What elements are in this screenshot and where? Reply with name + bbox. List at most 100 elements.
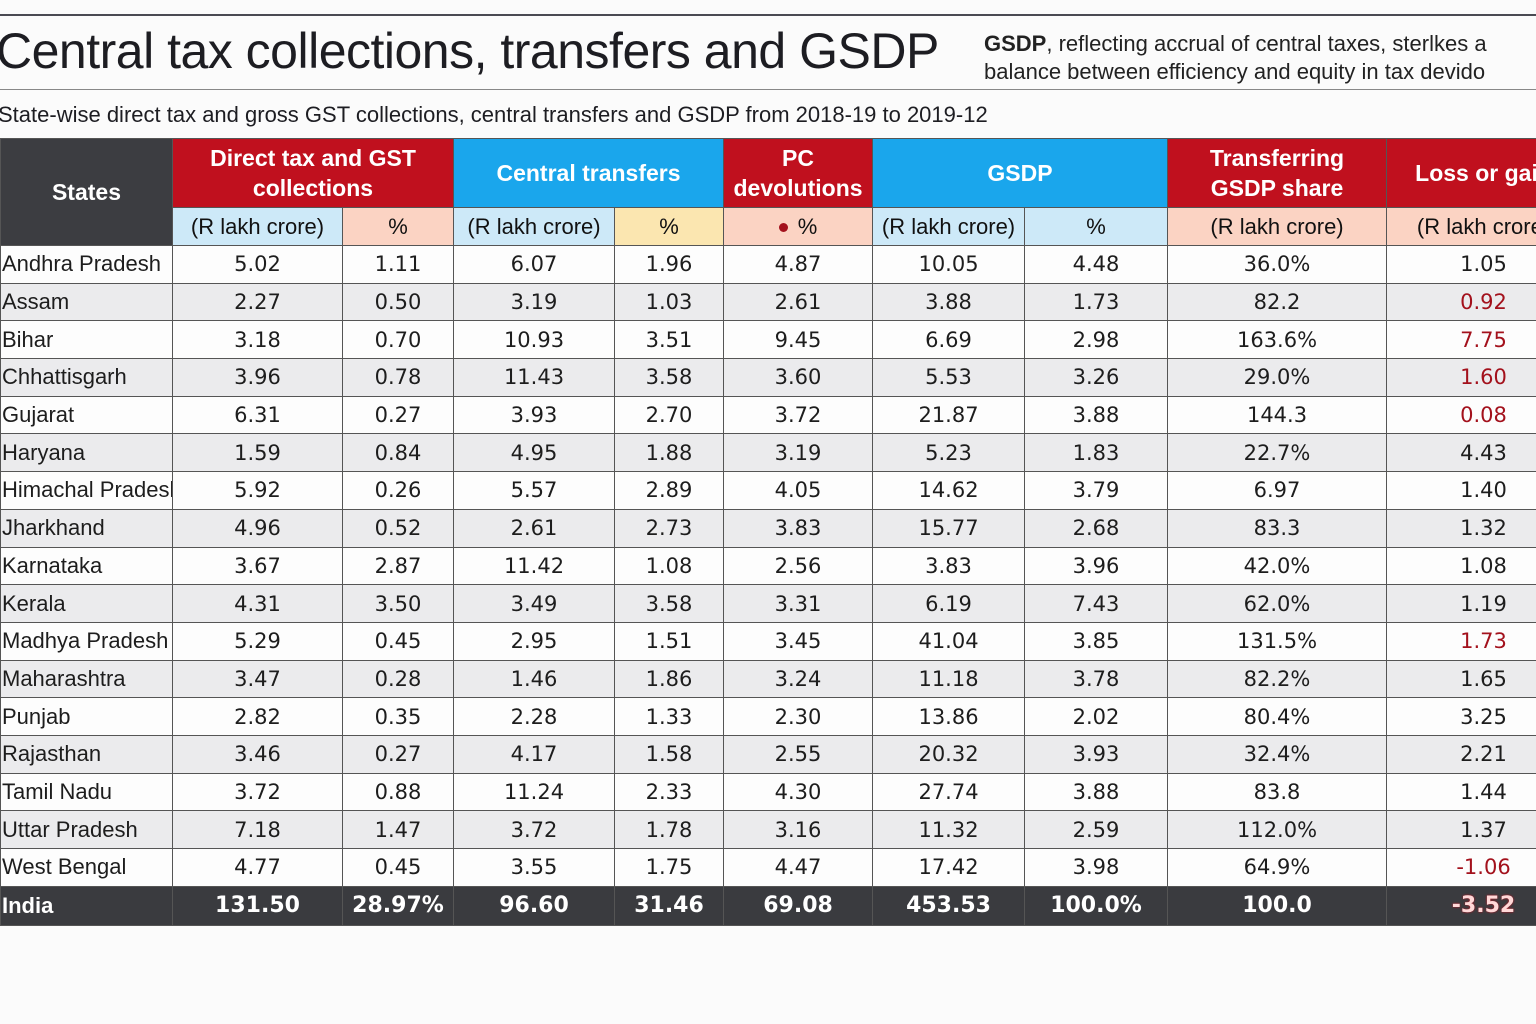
value-cell: 3.25 — [1386, 697, 1536, 736]
table-row: Haryana 1.59 0.84 4.95 1.88 3.19 5.23 1.83 22.7%… — [0, 433, 1536, 473]
table-row: Punjab 2.82 0.35 2.28 1.33 2.30 13.86 2.02 80.4%… — [0, 697, 1536, 736]
header-transferring-l2: GSDP share — [1210, 175, 1344, 201]
value-cell: 1.86 — [613, 659, 725, 699]
value-cell: 11.18 — [872, 659, 1026, 699]
value-cell: 3.60 — [723, 358, 874, 397]
value-cell: 1.44 — [1386, 772, 1536, 812]
header-gsdp: GSDP — [872, 138, 1169, 208]
table-row: Kerala 4.31 3.50 3.49 3.58 3.31 6.19 7.43 62.0% 1… — [0, 584, 1536, 623]
value-cell: 42.0% — [1167, 546, 1388, 586]
state-cell: Uttar Pradesh — [0, 810, 173, 849]
value-cell: 2.21 — [1386, 734, 1536, 774]
value-cell: 0.88 — [342, 772, 454, 812]
subheader: (R lakh crore) — [1167, 207, 1388, 246]
value-cell: 4.77 — [172, 848, 343, 887]
subheader: (R lakh crore) — [1386, 207, 1536, 246]
table-row: Bihar 3.18 0.70 10.93 3.51 9.45 6.69 2.98 163.6%… — [0, 320, 1536, 360]
header-transferring: Transferring GSDP share — [1167, 138, 1388, 208]
table-row: Assam 2.27 0.50 3.19 1.03 2.61 3.88 1.73 82.2 0.9… — [0, 282, 1536, 322]
header-direct-tax: Direct tax and GST collections — [172, 138, 454, 208]
value-cell: 0.27 — [342, 734, 454, 774]
value-cell: 3.67 — [172, 546, 343, 586]
table-row: Andhra Pradesh 5.02 1.11 6.07 1.96 4.87 10.05 4… — [0, 245, 1536, 284]
value-cell: 32.4% — [1167, 734, 1388, 774]
table-row: Rajasthan 3.46 0.27 4.17 1.58 2.55 20.32 3.93 32… — [0, 734, 1536, 774]
table-row: Tamil Nadu 3.72 0.88 11.24 2.33 4.30 27.74 3.88… — [0, 772, 1536, 812]
value-cell: 83.3 — [1167, 508, 1388, 548]
value-cell: 2.70 — [613, 395, 725, 435]
header-states: States — [0, 138, 173, 246]
value-cell: 6.31 — [172, 395, 343, 435]
top-rule — [0, 14, 1536, 16]
value-cell: 3.26 — [1024, 358, 1169, 397]
value-cell: 21.87 — [872, 395, 1026, 435]
value-cell: 2.30 — [723, 697, 874, 736]
value-cell: 0.70 — [342, 320, 454, 360]
value-cell: 3.72 — [453, 810, 615, 849]
value-cell: 3.58 — [613, 584, 725, 623]
value-cell: 3.88 — [1024, 395, 1169, 435]
value-cell: 3.46 — [172, 734, 343, 774]
value-cell: 4.87 — [723, 245, 874, 284]
value-cell: 2.89 — [613, 471, 725, 510]
subheader-text: % — [797, 213, 818, 239]
subheader: % — [1024, 207, 1169, 246]
value-cell: 1.05 — [1386, 245, 1536, 284]
value-cell: 0.28 — [342, 659, 454, 699]
value-cell: 2.95 — [453, 621, 615, 661]
subheader: % — [613, 207, 725, 246]
value-cell: 3.47 — [172, 659, 343, 699]
value-cell: 7.43 — [1024, 584, 1169, 623]
value-cell: 100.0 — [1167, 885, 1388, 926]
value-cell: 13.86 — [872, 697, 1026, 736]
value-cell: 4.96 — [172, 508, 343, 548]
note-line-1: , reflecting accrual of central taxes, s… — [1046, 31, 1487, 56]
value-cell: 163.6% — [1167, 320, 1388, 360]
value-cell: 3.55 — [453, 848, 615, 887]
table-row: Himachal Pradesh 5.92 0.26 5.57 2.89 4.05 14.6… — [0, 471, 1536, 510]
value-cell: 3.72 — [723, 395, 874, 435]
value-cell: 3.96 — [172, 358, 343, 397]
header-pc-l2: devolutions — [733, 175, 863, 201]
value-cell: 5.02 — [172, 245, 343, 284]
state-cell: Karnataka — [0, 546, 173, 586]
value-cell: 27.74 — [872, 772, 1026, 812]
state-cell: West Bengal — [0, 848, 173, 887]
value-cell: 2.87 — [342, 546, 454, 586]
value-cell: 3.96 — [1024, 546, 1169, 586]
value-cell: 10.93 — [453, 320, 615, 360]
state-cell: India — [0, 885, 173, 926]
value-cell: 3.58 — [613, 358, 725, 397]
value-cell: 15.77 — [872, 508, 1026, 548]
value-cell: 1.78 — [613, 810, 725, 849]
value-cell: 3.98 — [1024, 848, 1169, 887]
value-cell: 453.53 — [872, 885, 1026, 926]
value-cell: 5.53 — [872, 358, 1026, 397]
subheader: % — [342, 207, 454, 246]
header-pc-l1: PC — [782, 145, 814, 171]
value-cell: 0.26 — [342, 471, 454, 510]
value-cell: 6.19 — [872, 584, 1026, 623]
value-cell: 1.40 — [1386, 471, 1536, 510]
subheader: (R lakh crore) — [453, 207, 615, 246]
value-cell: 1.08 — [613, 546, 725, 586]
value-cell: 3.83 — [872, 546, 1026, 586]
state-cell: Andhra Pradesh — [0, 245, 173, 284]
value-cell: 5.29 — [172, 621, 343, 661]
value-cell: 2.59 — [1024, 810, 1169, 849]
value-cell: 3.78 — [1024, 659, 1169, 699]
value-cell: 2.68 — [1024, 508, 1169, 548]
value-cell: 1.19 — [1386, 584, 1536, 623]
note-bold: GSDP — [984, 31, 1047, 56]
header-central-transfers: Central transfers — [452, 138, 725, 208]
value-cell: 144.3 — [1167, 395, 1388, 435]
table-row: Chhattisgarh 3.96 0.78 11.43 3.58 3.60 5.53 3.2… — [0, 358, 1536, 397]
value-cell: 2.02 — [1024, 697, 1169, 736]
value-cell: 82.2% — [1167, 659, 1388, 699]
value-cell: 10.05 — [872, 245, 1026, 284]
table-row: Uttar Pradesh 7.18 1.47 3.72 1.78 3.16 11.32 2.… — [0, 810, 1536, 849]
state-cell: Jharkhand — [0, 508, 173, 548]
value-cell: 131.5% — [1167, 621, 1388, 661]
value-cell: 0.50 — [342, 282, 454, 322]
value-cell: -1.06 — [1386, 848, 1536, 887]
